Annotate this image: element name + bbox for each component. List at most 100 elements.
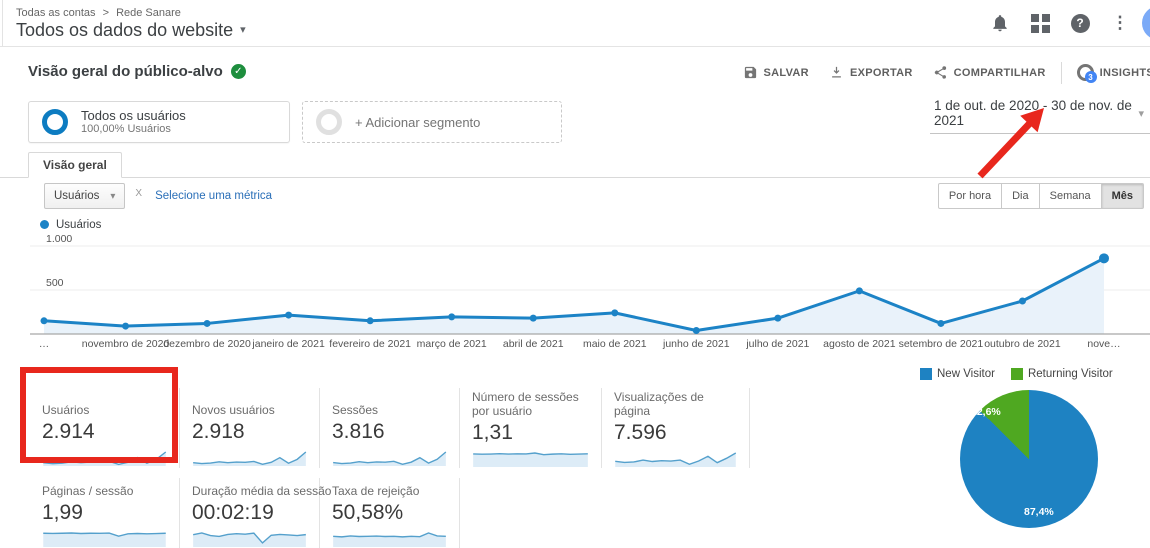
metric-card-label: Taxa de rejeição bbox=[332, 484, 420, 498]
metric-card-value: 00:02:19 bbox=[192, 501, 274, 524]
header-actions: SALVAR EXPORTAR COMPARTILHAR 3 INSIGHTS bbox=[733, 60, 1150, 85]
help-button[interactable]: ? bbox=[1062, 5, 1098, 41]
granularity-month-button[interactable]: Mês bbox=[1101, 183, 1144, 209]
segment-subtitle: 100,00% Usuários bbox=[81, 123, 171, 135]
export-button[interactable]: EXPORTAR bbox=[819, 61, 923, 84]
sparkline-svg bbox=[192, 528, 307, 547]
help-icon: ? bbox=[1070, 13, 1090, 33]
add-segment-label: + Adicionar segmento bbox=[355, 114, 481, 130]
x-tick-label: nove… bbox=[1087, 338, 1121, 350]
share-button[interactable]: COMPARTILHAR bbox=[923, 61, 1056, 84]
visitor-pie: 12,6% 87,4% bbox=[960, 390, 1098, 528]
metric-card-novos-usuarios: Novos usuários 2.918 bbox=[180, 388, 320, 468]
legend-dot-icon bbox=[40, 220, 49, 229]
new-visitor-legend-label: New Visitor bbox=[937, 368, 995, 380]
apps-grid-icon bbox=[1030, 13, 1050, 33]
verified-badge-icon: ✓ bbox=[230, 63, 246, 79]
topbar-icons: ? ⋮ bbox=[982, 5, 1150, 41]
more-options-button[interactable]: ⋮ bbox=[1102, 5, 1138, 41]
metric-card-value: 50,58% bbox=[332, 501, 404, 524]
property-selector[interactable]: Todos os dados do website ▾ bbox=[16, 20, 246, 41]
segment-circle-icon bbox=[42, 109, 68, 135]
x-tick-label: fevereiro de 2021 bbox=[329, 338, 412, 350]
chart-controls: Usuários ▾ X Selecione uma métrica Por h… bbox=[0, 178, 1150, 213]
metric-card-value: 2.914 bbox=[42, 420, 95, 443]
breadcrumb-all-accounts[interactable]: Todas as contas bbox=[16, 6, 96, 19]
breadcrumb-account[interactable]: Rede Sanare bbox=[116, 6, 181, 19]
metric-dropdown-value: Usuários bbox=[54, 190, 100, 202]
metric-card-value: 1,99 bbox=[42, 501, 83, 524]
new-visitor-swatch-icon bbox=[920, 368, 932, 380]
users-line-chart-svg bbox=[30, 245, 1150, 335]
segment-all-users[interactable]: Todos os usuários 100,00% Usuários bbox=[28, 101, 290, 143]
save-button[interactable]: SALVAR bbox=[733, 61, 819, 84]
actions-divider bbox=[1060, 61, 1062, 84]
bell-icon bbox=[993, 15, 1007, 32]
sparkline-svg bbox=[332, 447, 447, 466]
metric-card-label: Número de sessões por usuário bbox=[472, 390, 579, 418]
save-icon bbox=[744, 66, 756, 79]
breadcrumb: Todas as contas > Rede Sanare bbox=[16, 7, 246, 20]
insights-button[interactable]: 3 INSIGHTS bbox=[1067, 60, 1150, 85]
x-tick-label: março de 2021 bbox=[416, 338, 487, 350]
chart-legend: Usuários bbox=[0, 213, 1150, 234]
metric-card-sessoes: Sessões 3.816 bbox=[320, 388, 460, 468]
breadcrumb-separator: > bbox=[102, 6, 109, 19]
tab-overview-label: Visão geral bbox=[43, 158, 107, 172]
metric-cards-section: Usuários 2.914 Novos usuários 2.918 Sess… bbox=[0, 354, 1150, 548]
x-tick-label: outubro de 2021 bbox=[984, 338, 1061, 350]
avatar[interactable] bbox=[1142, 6, 1150, 40]
metric-card-visualizacoes: Visualizações de página 7.596 bbox=[602, 388, 750, 468]
share-label: COMPARTILHAR bbox=[953, 66, 1046, 79]
sparkline-svg bbox=[42, 528, 167, 547]
granularity-hourly-button[interactable]: Por hora bbox=[937, 183, 1003, 209]
metric-card-sparkline bbox=[42, 528, 167, 548]
metric-card-label: Novos usuários bbox=[192, 403, 275, 417]
add-segment-button[interactable]: + Adicionar segmento bbox=[302, 101, 562, 143]
tab-bar: Visão geral bbox=[0, 152, 1150, 178]
x-tick-label: agosto de 2021 bbox=[823, 338, 896, 350]
metric-dropdown[interactable]: Usuários ▾ bbox=[44, 183, 126, 209]
y-tick-label: 500 bbox=[46, 277, 64, 289]
x-tick-label: setembro de 2021 bbox=[898, 338, 984, 350]
date-range-selector[interactable]: 1 de out. de 2020 - 30 de nov. de 2021 ▾ bbox=[930, 96, 1150, 134]
chevron-down-icon: ▾ bbox=[110, 190, 116, 202]
notifications-button[interactable] bbox=[982, 5, 1018, 41]
granularity-week-button[interactable]: Semana bbox=[1039, 183, 1102, 209]
select-metric-link[interactable]: Selecione uma métrica bbox=[155, 190, 273, 202]
metric-card-sparkline bbox=[614, 448, 737, 468]
x-tick-label: novembro de 2020 bbox=[81, 338, 170, 350]
metric-card-sparkline bbox=[192, 447, 307, 467]
metric-card-value: 1,31 bbox=[472, 421, 513, 444]
metric-card-label: Duração média da sessão bbox=[192, 484, 332, 498]
x-tick-label: abril de 2021 bbox=[502, 338, 564, 350]
metric-card-sparkline bbox=[42, 447, 167, 467]
metric-card-sparkline bbox=[332, 447, 447, 467]
metric-card-value: 7.596 bbox=[614, 421, 667, 444]
metric-card-label: Usuários bbox=[42, 403, 90, 417]
x-tick-label: maio de 2021 bbox=[582, 338, 647, 350]
new-visitor-percent: 87,4% bbox=[1024, 506, 1054, 518]
returning-visitor-legend-label: Returning Visitor bbox=[1027, 368, 1113, 380]
vs-label: X bbox=[135, 187, 143, 199]
tab-overview[interactable]: Visão geral bbox=[28, 152, 122, 178]
sparkline-svg bbox=[42, 447, 167, 466]
users-line-chart: 500 1.000 … novembro de 2020 dezembro de 20… bbox=[0, 233, 1150, 354]
returning-visitor-percent: 12,6% bbox=[971, 406, 1001, 418]
y-tick-label: 1.000 bbox=[46, 233, 73, 245]
visitor-type-chart: New Visitor Returning Visitor 12,6% 87,4… bbox=[912, 368, 1150, 528]
x-tick-label: julho de 2021 bbox=[746, 338, 810, 350]
insights-label: INSIGHTS bbox=[1099, 66, 1150, 79]
segment-title: Todos os usuários bbox=[81, 108, 186, 123]
page-title: Visão geral do público-alvo bbox=[28, 62, 223, 80]
download-icon bbox=[832, 66, 841, 78]
granularity-day-button[interactable]: Dia bbox=[1002, 183, 1040, 209]
sparkline-svg bbox=[332, 528, 447, 547]
apps-grid-button[interactable] bbox=[1022, 5, 1058, 41]
topbar: Todas as contas > Rede Sanare Todos os d… bbox=[0, 0, 1150, 47]
returning-visitor-swatch-icon bbox=[1010, 368, 1023, 380]
more-vertical-icon: ⋮ bbox=[1111, 13, 1129, 32]
export-label: EXPORTAR bbox=[849, 66, 913, 79]
report-header: Visão geral do público-alvo ✓ SALVAR EXP… bbox=[0, 47, 1150, 95]
